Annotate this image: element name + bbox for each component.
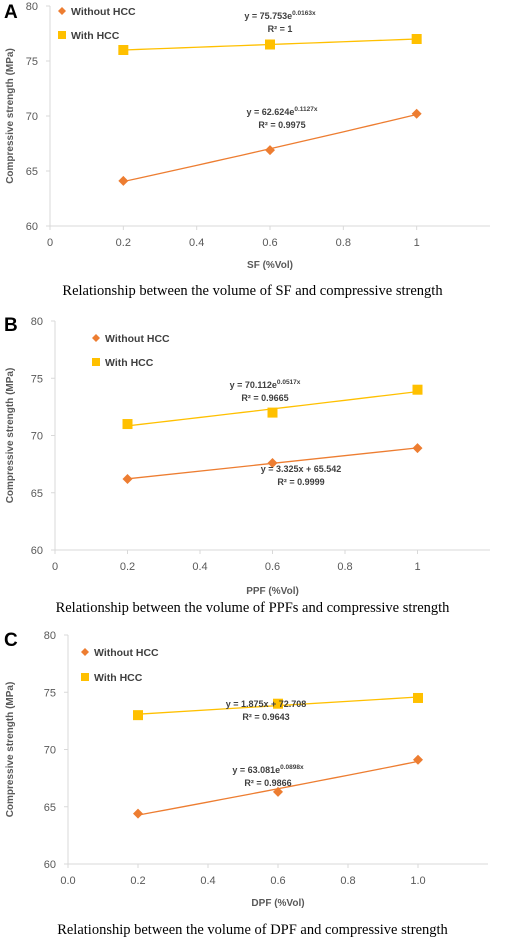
chart-b-svg: 60 65 70 75 80 0 0.2 0.4 0.6 0.8 1 Compressive stre… [5,316,490,597]
y-tick-label: 65 [31,488,43,500]
x-tick-label: 0.2 [116,237,131,249]
y-tick-label: 75 [26,56,38,68]
x-tick-label: 0.6 [262,237,277,249]
x-tick-label: 0.8 [340,875,355,887]
trendline-r2: R² = 0.9665 [241,393,288,403]
x-tick-label: 0.4 [200,875,215,887]
legend-label: With HCC [105,357,154,369]
chart-panel-b: B 60 65 70 75 80 0 0.2 0.4 0.6 0.8 1 Compressive st… [0,313,505,627]
trendline-equation: y = 70.112e0.0517x [230,379,301,390]
trendline-r2: R² = 0.9866 [244,778,291,788]
panel-letter: B [4,315,18,336]
x-tick-label: 0.6 [265,561,280,573]
legend-label: With HCC [94,672,143,684]
without-hcc-point [411,108,422,119]
without-hcc-point [122,474,133,485]
legend-square-icon [92,358,100,366]
with-hcc-point [122,419,133,430]
y-tick-label: 70 [44,745,56,757]
chart-panel-a: A 60 65 70 75 80 0 0.2 0.4 0.6 0.8 1 Compressive st… [0,0,505,312]
trendline-equation: y = 62.624e0.1127x [247,106,318,117]
chart-caption: Relationship between the volume of SF an… [62,283,443,299]
legend-square-icon [58,31,66,39]
trendline-r2: R² = 0.9643 [242,712,289,722]
x-tick-label: 1 [414,561,420,573]
panel-letter: A [4,2,18,23]
legend-label: Without HCC [71,6,136,18]
y-tick-label: 60 [26,221,38,233]
panel-letter: C [4,630,18,651]
x-tick-label: 0.6 [270,875,285,887]
trendline-equation: y = 3.325x + 65.542 [261,464,342,474]
y-axis-title: Compressive strength (MPa) [5,48,16,184]
without-hcc-point [273,786,283,797]
chart-c-svg: 60 65 70 75 80 0.0 0.2 0.4 0.6 0.8 1.0 Compressive … [5,630,488,909]
x-tick-label: 0 [47,237,53,249]
x-axis-title: SF (%Vol) [247,260,293,271]
legend-square-icon [81,673,89,681]
with-hcc-point [412,384,423,395]
without-hcc-point [413,754,423,765]
without-hcc-point [267,457,278,468]
x-tick-label: 0.2 [130,875,145,887]
y-tick-label: 65 [26,166,38,178]
x-tick-label: 0 [52,561,58,573]
y-tick-label: 65 [44,802,56,814]
chart-panel-c: C 60 65 70 75 80 0.0 0.2 0.4 0.6 0.8 1.0 Compressiv… [0,628,505,946]
with-hcc-point [413,692,423,703]
y-tick-label: 80 [31,316,43,328]
x-axis-title: DPF (%Vol) [251,898,304,909]
chart-caption: Relationship between the volume of DPF a… [57,922,448,938]
with-hcc-point [133,710,143,721]
x-tick-label: 0.4 [192,561,207,573]
chart-caption: Relationship between the volume of PPFs … [55,600,450,616]
with-hcc-point [273,698,283,709]
x-axis-title: PPF (%Vol) [246,586,299,597]
trendline-r2: R² = 0.9999 [277,477,324,487]
trendline-equation: y = 75.753e0.0163x [244,10,316,21]
without-hcc-point [265,145,275,156]
y-tick-label: 80 [44,630,56,642]
legend-label: With HCC [71,30,120,42]
without-hcc-point [412,443,423,454]
trendline-r2: R² = 1 [268,24,293,34]
with-hcc-point [265,39,275,50]
x-tick-label: 0.4 [189,237,204,249]
x-tick-label: 1.0 [410,875,425,887]
without-hcc-point [133,808,143,819]
y-tick-label: 60 [31,545,43,557]
y-tick-label: 75 [44,687,56,699]
legend-label: Without HCC [105,333,170,345]
y-tick-label: 80 [26,1,38,13]
legend-diamond-icon [81,648,89,656]
legend-label: Without HCC [94,647,159,659]
x-tick-label: 1 [414,237,420,249]
legend-diamond-icon [92,334,100,342]
y-axis-title: Compressive strength (MPa) [5,682,16,818]
y-axis-title: Compressive strength (MPa) [5,368,16,504]
with-hcc-point [267,407,278,418]
chart-a-svg: 60 65 70 75 80 0 0.2 0.4 0.6 0.8 1 Compressive stre… [5,1,490,271]
y-tick-label: 70 [31,431,43,443]
without-hcc-point [118,175,129,186]
trendline-r2: R² = 0.9975 [258,120,305,130]
y-tick-label: 70 [26,111,38,123]
trendline-equation: y = 1.875x + 72.708 [226,699,307,709]
legend-diamond-icon [58,7,66,15]
with-hcc-point [118,45,129,55]
with-hcc-point [411,34,422,44]
trendline-equation: y = 63.081e0.0898x [232,764,304,775]
y-tick-label: 60 [44,859,56,871]
x-tick-label: 0.0 [60,875,75,887]
x-tick-label: 0.2 [120,561,135,573]
x-tick-label: 0.8 [337,561,352,573]
y-tick-label: 75 [31,373,43,385]
x-tick-label: 0.8 [336,237,351,249]
